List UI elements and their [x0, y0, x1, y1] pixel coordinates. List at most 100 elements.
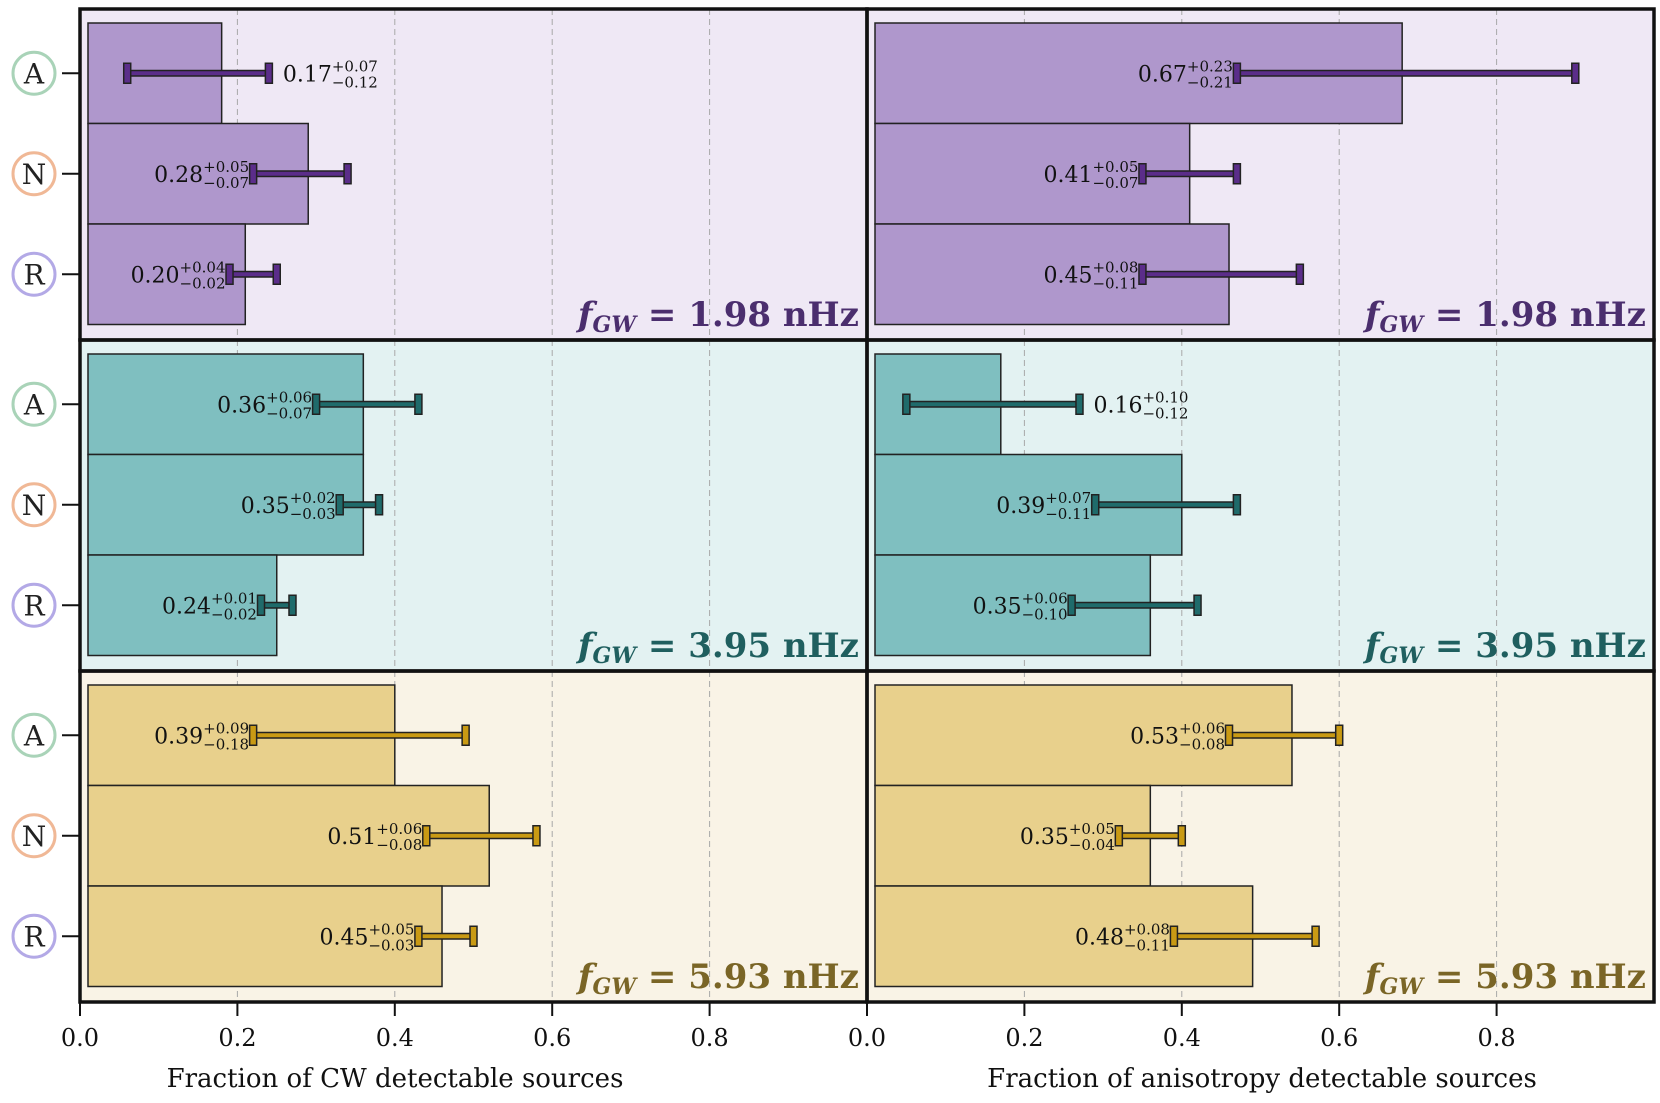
error-bar-cap — [1224, 724, 1234, 746]
error-bar-cap — [335, 494, 344, 516]
error-bar-cap — [1334, 724, 1344, 746]
value-plus-error: +0.09 — [203, 719, 249, 737]
value-plus-error: +0.05 — [1092, 158, 1138, 176]
category-label-n: N — [22, 158, 47, 191]
value-labels-layer: 0.17+0.07 −0.120.28+0.05 −0.070.20+0.04 −0.… — [131, 57, 1233, 954]
value-main: 0.28 — [154, 163, 203, 188]
x-tick-label: 0.6 — [1320, 1024, 1358, 1052]
x-tick-label: 0.6 — [533, 1024, 571, 1052]
error-bar-cap — [1232, 494, 1242, 516]
frequency-symbol: f — [1363, 957, 1385, 997]
error-bar-cap — [1177, 825, 1187, 847]
value-minus-error: −0.12 — [332, 73, 378, 91]
x-tick-label: 0.8 — [691, 1024, 729, 1052]
frequency-label: fGW = 1.98 nHz — [576, 295, 859, 338]
value-minus-error: −0.12 — [1142, 404, 1188, 422]
x-tick-label: 0.0 — [61, 1024, 99, 1052]
frequency-subscript: GW — [1380, 643, 1426, 669]
value-label: 0.35+0.02 −0.03 — [241, 489, 336, 523]
value-main: 0.45 — [319, 925, 368, 950]
frequency-label: fGW = 3.95 nHz — [576, 626, 859, 669]
error-bar-cap — [902, 393, 911, 415]
error-bar-cap — [414, 393, 423, 415]
error-bar-cap — [1138, 163, 1147, 185]
value-label: 0.17+0.07 −0.12 — [283, 57, 378, 91]
value-label: 0.36+0.06 −0.07 — [217, 388, 312, 422]
value-main: 0.48 — [1075, 925, 1124, 950]
category-marker-a — [11, 712, 57, 758]
error-bar-cap — [1090, 494, 1100, 516]
x-axes: 0.0 0.2 0.4 0.6 0.8 Fraction of CW detectable… — [61, 1002, 1537, 1094]
value-label: 0.24+0.01 −0.02 — [162, 589, 257, 623]
error-bar-cap — [256, 594, 266, 616]
error-bar-cap — [532, 825, 541, 847]
category-label-a: A — [23, 388, 45, 421]
value-plus-error: +0.10 — [1142, 388, 1188, 406]
value-plus-error: +0.06 — [376, 820, 422, 838]
error-bar-cap — [122, 62, 132, 84]
error-bar-cap — [288, 594, 297, 616]
x-tick-label: 0.0 — [848, 1024, 886, 1052]
value-label: 0.51+0.06 −0.08 — [327, 820, 422, 854]
frequency-value: = 3.95 nHz — [636, 626, 859, 666]
value-main: 0.67 — [1138, 62, 1187, 87]
x-tick-label: 0.4 — [1163, 1024, 1201, 1052]
value-minus-error: −0.03 — [290, 505, 336, 523]
error-bar-cap — [1571, 62, 1580, 84]
value-minus-error: −0.18 — [203, 735, 249, 753]
frequency-value: = 3.95 nHz — [1423, 626, 1646, 666]
value-label: 0.16+0.10 −0.12 — [1093, 388, 1188, 422]
error-bar-cap — [1114, 825, 1124, 847]
category-label-n: N — [22, 820, 47, 853]
frequency-symbol: f — [1363, 295, 1385, 335]
error-bar-cap — [461, 724, 470, 746]
category-label-r: R — [23, 258, 45, 291]
value-main: 0.36 — [217, 393, 266, 418]
value-minus-error: −0.07 — [1092, 174, 1138, 192]
value-plus-error: +0.08 — [1124, 920, 1170, 938]
frequency-value: = 5.93 nHz — [636, 957, 859, 997]
value-label: 0.45+0.05 −0.03 — [319, 920, 414, 954]
frequency-value: = 1.98 nHz — [636, 295, 859, 335]
error-bar-cap — [1295, 263, 1305, 285]
value-main: 0.35 — [241, 494, 290, 519]
value-main: 0.39 — [996, 494, 1045, 519]
value-minus-error: −0.02 — [180, 274, 226, 292]
value-label: 0.53+0.06 −0.08 — [1130, 719, 1225, 753]
category-label-a: A — [23, 57, 45, 90]
category-marker-a — [11, 50, 57, 96]
error-bar-cap — [1169, 925, 1179, 947]
category-marker-n — [11, 813, 57, 859]
value-label: 0.45+0.08 −0.11 — [1043, 258, 1138, 292]
value-plus-error: +0.02 — [290, 489, 336, 507]
value-minus-error: −0.10 — [1022, 605, 1068, 623]
panel-frame — [865, 669, 1656, 1004]
frequency-label: fGW = 5.93 nHz — [576, 957, 859, 1000]
value-label: 0.20+0.04 −0.02 — [131, 258, 226, 292]
value-main: 0.51 — [327, 825, 376, 850]
frequency-symbol: f — [576, 957, 598, 997]
x-axis-label-anisotropy: Fraction of anisotropy detectable source… — [987, 1064, 1537, 1094]
value-minus-error: −0.08 — [376, 836, 422, 854]
frequency-subscript: GW — [1380, 312, 1426, 338]
value-plus-error: +0.05 — [203, 158, 249, 176]
frequency-subscript: GW — [593, 312, 639, 338]
value-label: 0.39+0.07 −0.11 — [996, 489, 1091, 523]
row-category-markers: A N R A N R A N R — [11, 50, 80, 959]
value-minus-error: −0.11 — [1045, 505, 1091, 523]
value-main: 0.41 — [1043, 163, 1092, 188]
value-minus-error: −0.08 — [1179, 735, 1225, 753]
value-label: 0.48+0.08 −0.11 — [1075, 920, 1170, 954]
frequency-subscript: GW — [593, 974, 639, 1000]
error-bar-cap — [272, 263, 281, 285]
value-main: 0.16 — [1093, 393, 1142, 418]
value-plus-error: +0.08 — [1092, 258, 1138, 276]
error-bar-cap — [225, 263, 234, 285]
x-tick-label: 0.2 — [218, 1024, 256, 1052]
x-tick-label: 0.8 — [1478, 1024, 1516, 1052]
value-main: 0.24 — [162, 594, 211, 619]
category-marker-r — [11, 251, 57, 297]
value-minus-error: −0.07 — [266, 404, 312, 422]
